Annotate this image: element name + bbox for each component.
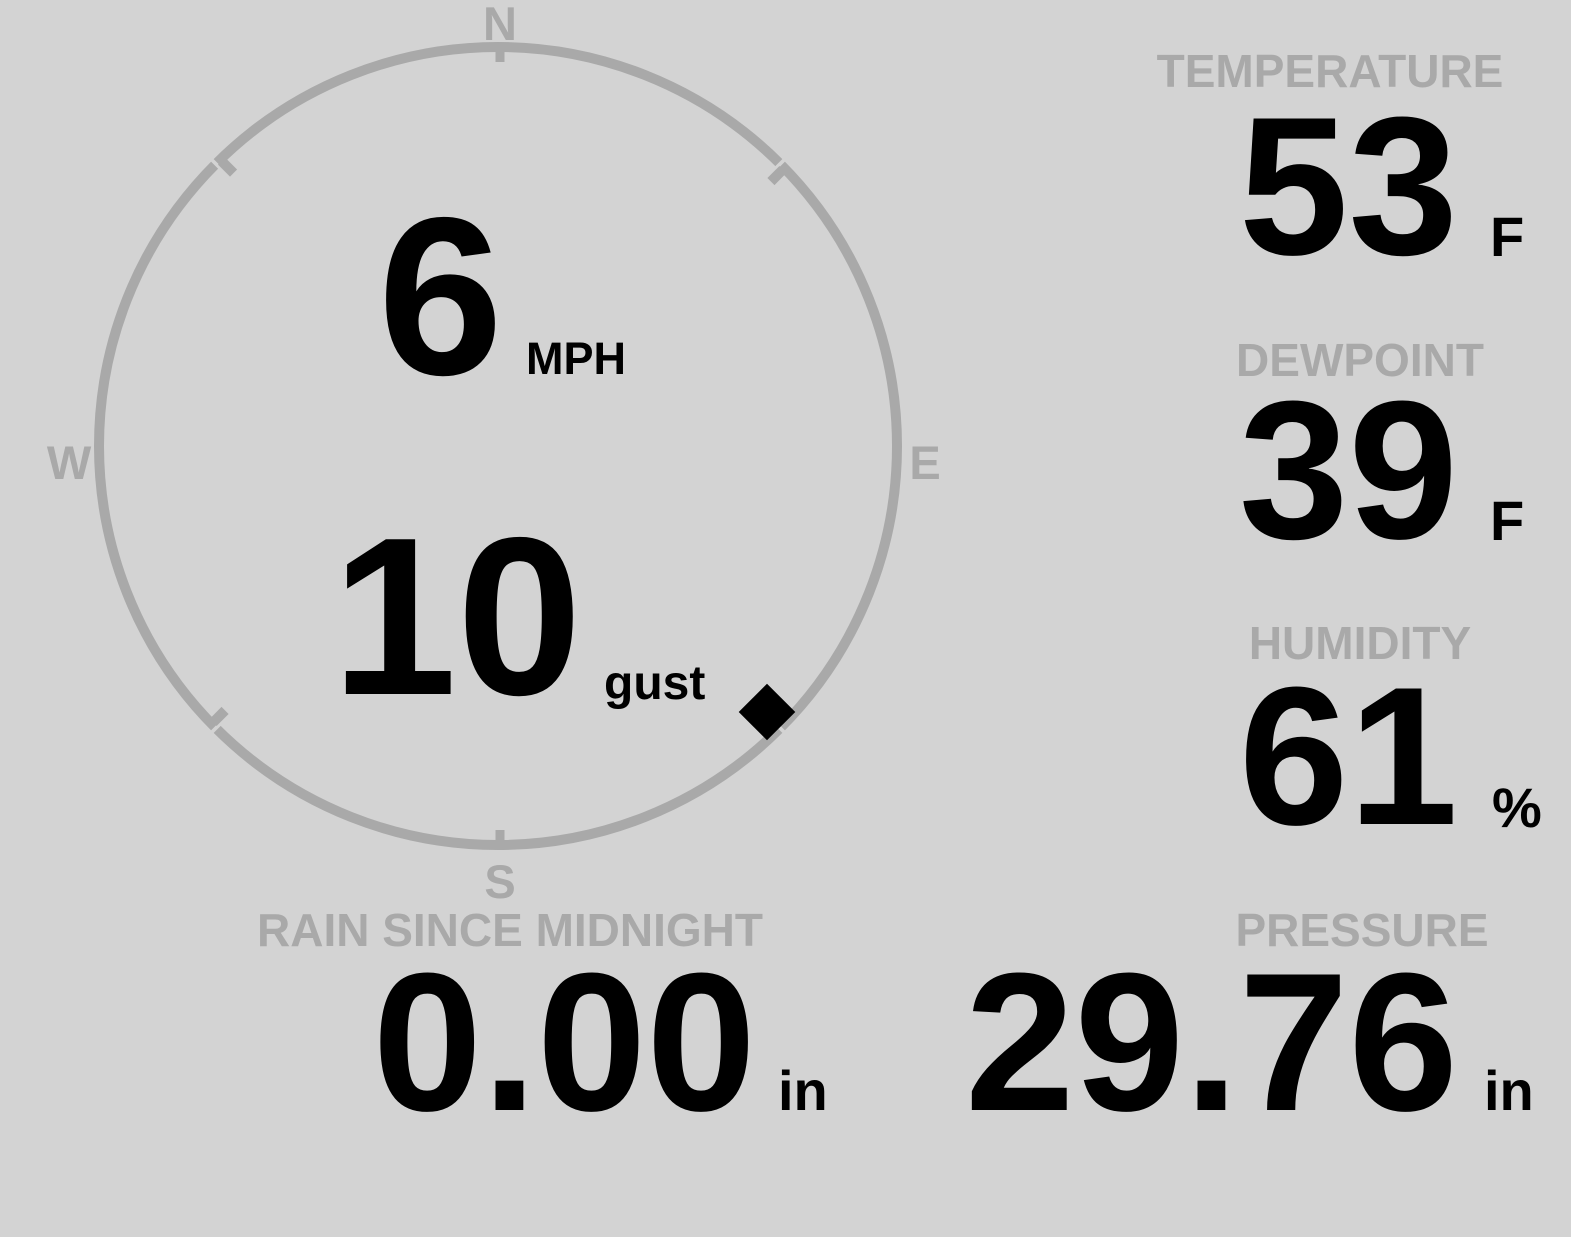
metric-pressure-unit: in [1484,1059,1534,1122]
compass-tick-south [495,830,505,846]
metric-temperature-label: TEMPERATURE [1157,45,1504,97]
metric-dewpoint-unit: F [1490,489,1524,552]
wind-gust-label: gust [604,657,705,710]
wind-gust-value: 10 [332,490,582,742]
compass-tick-north [495,46,505,62]
metric-humidity-unit: % [1492,776,1542,839]
metric-dewpoint: DEWPOINT 39 F [1236,334,1524,580]
compass-label-east: E [909,436,940,489]
metric-humidity-label: HUMIDITY [1249,617,1471,669]
metric-dewpoint-value: 39 [1239,360,1458,580]
metric-rain-unit: in [778,1059,828,1122]
metric-rain: RAIN SINCE MIDNIGHT 0.00 in [257,904,828,1152]
metric-temperature-unit: F [1490,205,1524,268]
metric-temperature-value: 53 [1239,76,1458,296]
wind-speed-unit: MPH [526,333,626,384]
compass-tick-northeast [767,151,793,186]
wind-speed-value: 6 [378,170,503,422]
metric-humidity: HUMIDITY 61 % [1239,617,1542,866]
compass-label-west: W [47,436,92,489]
metric-pressure-value: 29.76 [965,932,1458,1152]
compass-tick-northwest [203,151,238,177]
compass-label-north: N [483,0,517,50]
compass-tick-southwest [203,706,229,741]
metric-rain-label: RAIN SINCE MIDNIGHT [257,904,763,956]
wind-direction-marker [738,683,796,741]
metric-dewpoint-label: DEWPOINT [1236,334,1484,386]
metric-temperature: TEMPERATURE 53 F [1157,45,1525,296]
metric-rain-value: 0.00 [373,932,756,1152]
metric-humidity-value: 61 [1239,646,1458,866]
metric-pressure: PRESSURE 29.76 in [965,904,1534,1152]
compass-label-south: S [484,855,515,908]
wind-compass: N E S W 6 MPH 10 gust [47,0,941,908]
metric-pressure-label: PRESSURE [1235,904,1488,956]
